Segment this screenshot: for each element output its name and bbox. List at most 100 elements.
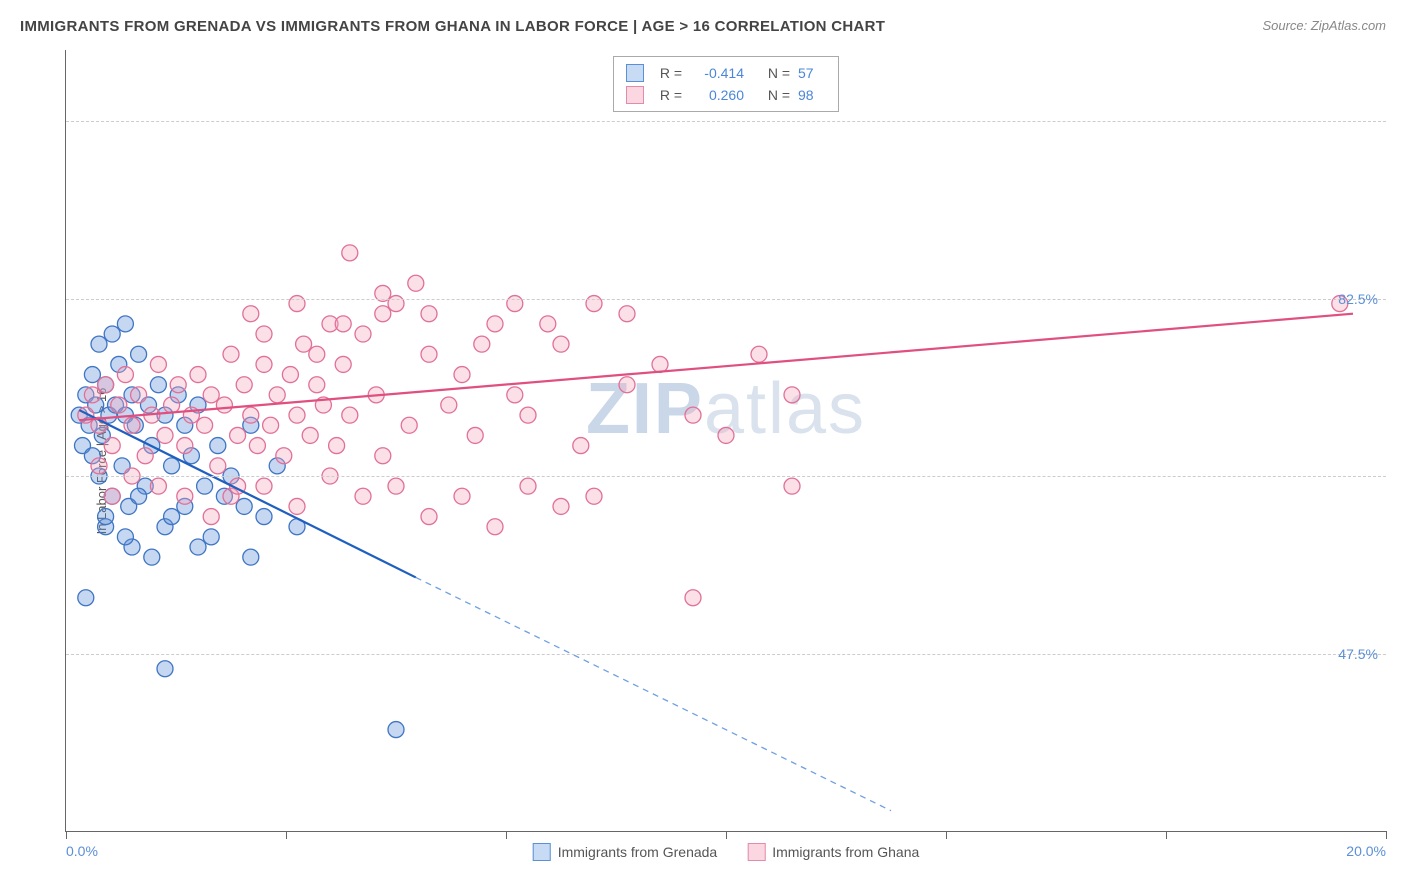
x-tick — [66, 831, 67, 839]
stats-row-grenada: R = -0.414 N = 57 — [626, 62, 826, 84]
data-point — [619, 306, 635, 322]
data-point — [256, 356, 272, 372]
swatch-grenada — [626, 64, 644, 82]
data-point — [203, 509, 219, 525]
legend-swatch-grenada — [533, 843, 551, 861]
gridline-h — [66, 476, 1386, 477]
data-point — [474, 336, 490, 352]
data-point — [98, 509, 114, 525]
trend-line — [416, 577, 891, 810]
data-point — [342, 245, 358, 261]
data-point — [91, 336, 107, 352]
x-tick-label: 0.0% — [66, 843, 98, 859]
data-point — [190, 539, 206, 555]
gridline-h — [66, 654, 1386, 655]
data-point — [784, 478, 800, 494]
data-point — [98, 377, 114, 393]
x-tick — [946, 831, 947, 839]
data-point — [84, 387, 100, 403]
x-tick — [506, 831, 507, 839]
data-point — [454, 488, 470, 504]
data-point — [718, 427, 734, 443]
data-point — [421, 509, 437, 525]
data-point — [197, 478, 213, 494]
data-point — [150, 377, 166, 393]
x-tick — [286, 831, 287, 839]
data-point — [236, 377, 252, 393]
chart-title: IMMIGRANTS FROM GRENADA VS IMMIGRANTS FR… — [20, 18, 885, 35]
data-point — [203, 387, 219, 403]
data-point — [256, 509, 272, 525]
data-point — [355, 326, 371, 342]
data-point — [150, 356, 166, 372]
data-point — [124, 417, 140, 433]
scatter-svg — [66, 50, 1386, 831]
data-point — [685, 590, 701, 606]
stats-row-ghana: R = 0.260 N = 98 — [626, 84, 826, 106]
legend-label-grenada: Immigrants from Grenada — [558, 844, 718, 860]
data-point — [131, 488, 147, 504]
data-point — [388, 722, 404, 738]
data-point — [619, 377, 635, 393]
data-point — [84, 367, 100, 383]
chart-container: In Labor Force | Age > 16 ZIPatlas R = -… — [20, 50, 1386, 872]
data-point — [256, 326, 272, 342]
y-tick-label: 82.5% — [1338, 291, 1378, 307]
data-point — [487, 316, 503, 332]
data-point — [197, 417, 213, 433]
data-point — [137, 448, 153, 464]
legend-item-ghana: Immigrants from Ghana — [747, 843, 919, 861]
data-point — [421, 346, 437, 362]
y-tick-label: 47.5% — [1338, 646, 1378, 662]
data-point — [249, 438, 265, 454]
data-point — [157, 661, 173, 677]
x-tick-label: 20.0% — [1336, 843, 1386, 859]
data-point — [388, 478, 404, 494]
x-tick — [726, 831, 727, 839]
legend: Immigrants from Grenada Immigrants from … — [533, 843, 920, 861]
data-point — [520, 478, 536, 494]
data-point — [243, 549, 259, 565]
data-point — [117, 367, 133, 383]
data-point — [289, 407, 305, 423]
legend-label-ghana: Immigrants from Ghana — [772, 844, 919, 860]
data-point — [335, 356, 351, 372]
data-point — [573, 438, 589, 454]
gridline-h — [66, 121, 1386, 122]
data-point — [401, 417, 417, 433]
data-point — [263, 417, 279, 433]
data-point — [177, 438, 193, 454]
correlation-stats-box: R = -0.414 N = 57 R = 0.260 N = 98 — [613, 56, 839, 112]
data-point — [170, 377, 186, 393]
data-point — [164, 509, 180, 525]
data-point — [104, 326, 120, 342]
data-point — [236, 498, 252, 514]
data-point — [164, 397, 180, 413]
data-point — [441, 397, 457, 413]
data-point — [243, 407, 259, 423]
data-point — [203, 529, 219, 545]
data-point — [335, 316, 351, 332]
data-point — [553, 498, 569, 514]
plot-area: ZIPatlas R = -0.414 N = 57 R = 0.260 N =… — [65, 50, 1386, 832]
data-point — [454, 367, 470, 383]
data-point — [751, 346, 767, 362]
x-tick — [1166, 831, 1167, 839]
x-tick — [1386, 831, 1387, 839]
data-point — [375, 306, 391, 322]
data-point — [223, 346, 239, 362]
data-point — [111, 397, 127, 413]
data-point — [309, 346, 325, 362]
data-point — [216, 397, 232, 413]
source-attribution: Source: ZipAtlas.com — [1262, 18, 1386, 33]
data-point — [190, 367, 206, 383]
data-point — [282, 367, 298, 383]
gridline-h — [66, 299, 1386, 300]
data-point — [210, 458, 226, 474]
data-point — [131, 346, 147, 362]
data-point — [104, 438, 120, 454]
data-point — [131, 387, 147, 403]
data-point — [467, 427, 483, 443]
data-point — [302, 427, 318, 443]
data-point — [520, 407, 536, 423]
